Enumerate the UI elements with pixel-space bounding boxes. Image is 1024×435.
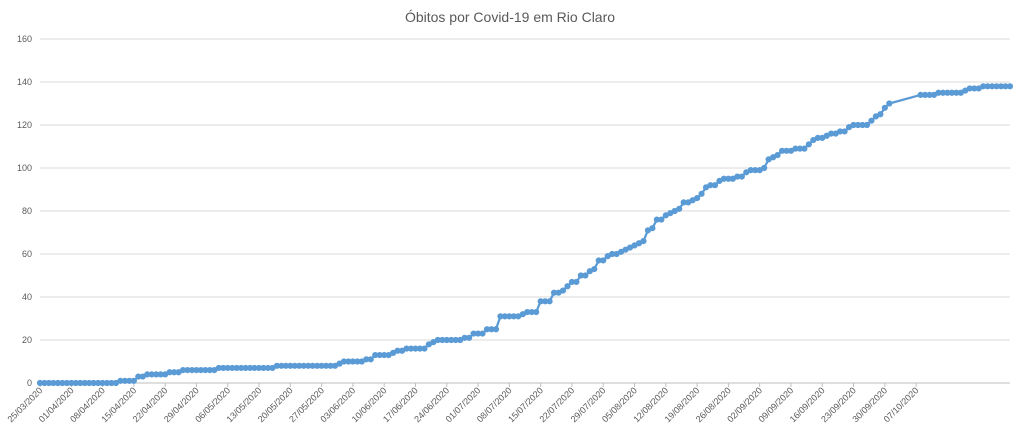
data-point xyxy=(591,265,598,273)
data-point xyxy=(868,117,875,124)
data-point xyxy=(492,326,500,333)
data-point xyxy=(421,345,428,352)
series-line xyxy=(40,85,1010,385)
data-point xyxy=(130,377,137,384)
data-point xyxy=(711,182,719,189)
y-tick-label: 60 xyxy=(22,249,32,259)
data-point xyxy=(774,152,781,159)
data-point xyxy=(881,104,888,111)
data-point xyxy=(694,195,701,202)
data-point xyxy=(466,334,473,341)
data-point xyxy=(479,330,486,337)
data-point xyxy=(738,173,745,180)
data-point xyxy=(886,100,893,107)
data-point xyxy=(801,145,808,152)
y-tick-label: 20 xyxy=(22,335,32,345)
y-tick-label: 80 xyxy=(22,206,32,216)
data-point xyxy=(658,216,665,223)
y-tick-label: 140 xyxy=(17,77,32,87)
data-point xyxy=(676,205,683,212)
data-point xyxy=(546,298,553,305)
y-tick-label: 160 xyxy=(17,34,32,44)
data-point xyxy=(559,287,567,294)
data-point xyxy=(573,278,580,286)
data-point xyxy=(841,128,848,135)
data-point xyxy=(564,283,571,290)
x-axis-ticks: 25/03/202001/04/202008/04/202015/04/2020… xyxy=(5,383,921,424)
y-tick-label: 40 xyxy=(22,292,32,302)
data-point xyxy=(582,272,589,279)
y-tick-label: 100 xyxy=(17,163,32,173)
data-point xyxy=(649,225,656,232)
data-point xyxy=(533,308,540,316)
data-point xyxy=(600,257,607,264)
data-point xyxy=(698,190,705,197)
data-point xyxy=(863,121,871,129)
data-point xyxy=(805,141,812,148)
series-points xyxy=(36,83,1014,387)
chart-title: Óbitos por Covid-19 em Rio Claro xyxy=(405,9,615,25)
data-point xyxy=(761,164,768,172)
data-point xyxy=(640,238,647,245)
gridlines xyxy=(40,38,1010,384)
data-point xyxy=(1006,83,1014,90)
y-axis-ticks: 0 20 40 60 80 100 120 140 160 xyxy=(17,34,32,388)
y-tick-label: 0 xyxy=(27,378,32,388)
y-tick-label: 120 xyxy=(17,120,32,130)
data-point xyxy=(367,356,374,363)
data-point xyxy=(877,111,884,118)
